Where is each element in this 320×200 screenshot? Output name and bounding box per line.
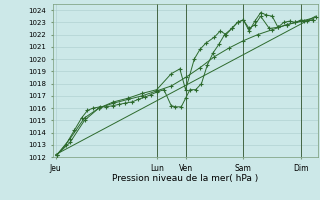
X-axis label: Pression niveau de la mer( hPa ): Pression niveau de la mer( hPa )	[112, 174, 259, 183]
